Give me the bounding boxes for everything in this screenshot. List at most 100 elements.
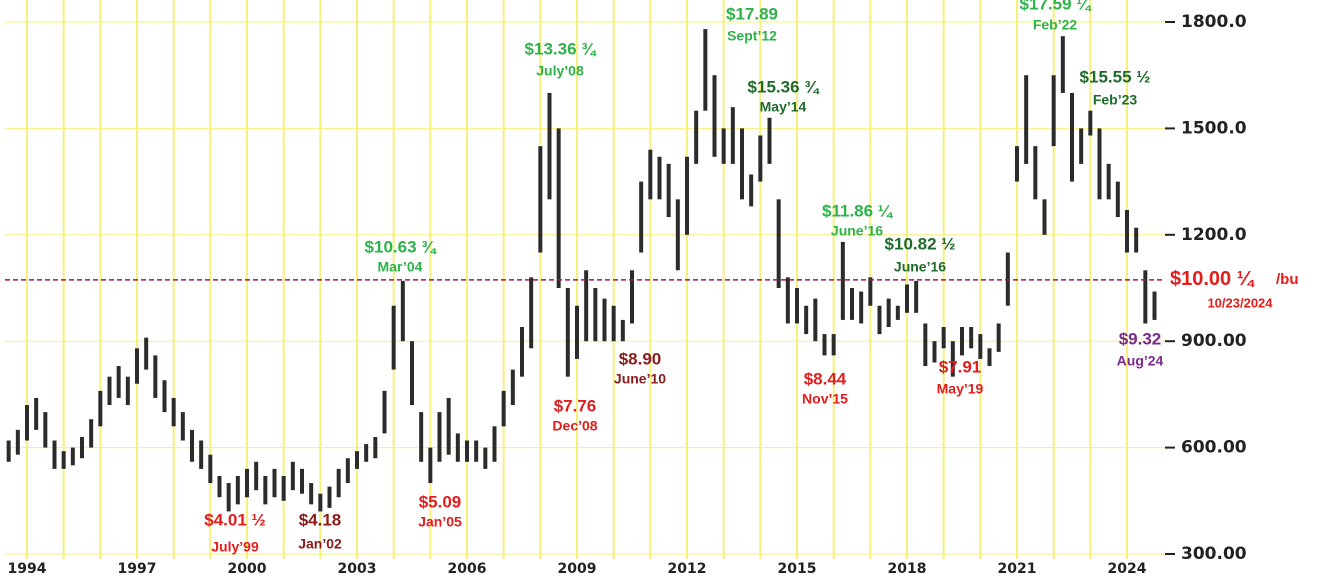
x-tick-label: 2003 bbox=[338, 561, 377, 577]
price-bar bbox=[446, 397, 451, 455]
price-bar bbox=[382, 390, 387, 434]
annotation-price: $10.63 ¾ bbox=[365, 237, 438, 256]
price-bar bbox=[15, 429, 20, 455]
x-tick-label: 1997 bbox=[118, 561, 157, 577]
price-bar bbox=[859, 291, 864, 324]
price-bar bbox=[685, 156, 689, 235]
price-bar bbox=[34, 397, 39, 430]
annotation-price: $17.89 bbox=[726, 4, 778, 23]
price-bar bbox=[318, 493, 323, 512]
y-tick-label: 300.00 bbox=[1181, 544, 1247, 564]
price-bar bbox=[639, 181, 644, 253]
price-bar bbox=[776, 199, 781, 288]
price-bar bbox=[547, 92, 552, 200]
annotation-date: Dec’08 bbox=[552, 418, 597, 434]
price-bar bbox=[960, 327, 964, 356]
price-bar bbox=[905, 284, 909, 313]
price-bar bbox=[116, 366, 121, 398]
price-bar bbox=[730, 107, 735, 164]
price-bar bbox=[593, 288, 598, 342]
annotation-date: June’10 bbox=[614, 371, 666, 387]
price-bar bbox=[538, 146, 543, 253]
annotation-price: $5.09 bbox=[419, 492, 462, 511]
price-bar bbox=[327, 486, 332, 508]
x-tick-label: 2009 bbox=[558, 561, 597, 577]
annotation-date: June’16 bbox=[894, 259, 946, 275]
annotation-price: $15.55 ½ bbox=[1080, 67, 1151, 86]
annotation-date: May’14 bbox=[760, 99, 807, 115]
price-bar bbox=[492, 426, 497, 462]
annotation-price: $8.90 bbox=[619, 349, 662, 368]
price-bar bbox=[25, 405, 29, 441]
price-bar bbox=[336, 468, 341, 498]
annotation-date: July’99 bbox=[211, 539, 259, 555]
price-bar bbox=[740, 128, 744, 200]
price-bar bbox=[272, 468, 277, 498]
price-bar bbox=[602, 298, 607, 342]
price-bar bbox=[501, 390, 506, 427]
y-tick-label: 1800.0 bbox=[1181, 12, 1247, 32]
annotation-date: May’19 bbox=[937, 381, 984, 397]
price-bar bbox=[70, 447, 75, 466]
price-bar bbox=[162, 380, 167, 413]
price-bar bbox=[657, 156, 662, 200]
x-tick-label: 2000 bbox=[228, 561, 267, 577]
price-bar bbox=[1033, 146, 1038, 200]
price-bar bbox=[199, 440, 204, 469]
price-bar bbox=[208, 454, 213, 484]
price-bar bbox=[80, 436, 84, 459]
price-bar bbox=[254, 461, 259, 491]
price-bar bbox=[217, 475, 222, 498]
y-tick-label: 900.00 bbox=[1181, 331, 1247, 351]
price-bar bbox=[758, 135, 763, 182]
price-bar bbox=[455, 433, 460, 462]
price-bar bbox=[61, 451, 66, 469]
annotation-price: $4.18 bbox=[299, 510, 342, 529]
annotation-date: Mar’04 bbox=[378, 259, 423, 275]
annotation-date: June’16 bbox=[831, 223, 883, 239]
price-bar bbox=[850, 288, 854, 320]
annotation-date: Jan’05 bbox=[418, 514, 462, 530]
y-tick-label: 600.00 bbox=[1181, 438, 1247, 458]
price-bar bbox=[996, 323, 1001, 352]
price-bar bbox=[749, 174, 754, 207]
price-bar bbox=[914, 280, 919, 313]
annotation-price: $7.91 bbox=[939, 357, 982, 376]
price-bar bbox=[171, 397, 176, 427]
price-bar bbox=[1042, 199, 1047, 235]
price-bar bbox=[712, 75, 717, 157]
price-bar bbox=[1115, 181, 1120, 218]
current-unit: /bu bbox=[1276, 271, 1299, 288]
price-bar bbox=[153, 355, 158, 398]
price-bar bbox=[1079, 128, 1084, 164]
price-bar bbox=[795, 288, 799, 324]
price-bar bbox=[1143, 270, 1148, 324]
annotation-price: $15.36 ¾ bbox=[748, 77, 821, 96]
price-bar bbox=[226, 483, 231, 512]
price-bar bbox=[290, 461, 295, 491]
price-bar bbox=[822, 334, 827, 356]
price-bar bbox=[1125, 209, 1129, 253]
price-bar bbox=[1088, 110, 1093, 136]
price-bar bbox=[620, 319, 625, 342]
price-bar bbox=[1024, 75, 1029, 164]
price-bar bbox=[1134, 227, 1139, 253]
price-bar bbox=[474, 440, 479, 462]
price-bar bbox=[703, 29, 708, 111]
price-bar bbox=[932, 341, 937, 363]
price-bar bbox=[630, 270, 634, 324]
price-bar bbox=[611, 305, 616, 342]
price-bar bbox=[107, 376, 112, 406]
annotation-price: $10.82 ½ bbox=[885, 234, 956, 253]
annotation-price: $17.59 ¼ bbox=[1020, 0, 1093, 13]
price-bar bbox=[419, 412, 424, 462]
price-bar bbox=[785, 277, 790, 324]
price-bar bbox=[43, 412, 48, 448]
annotation-price: $7.76 bbox=[554, 396, 597, 415]
annotation-date: July’08 bbox=[536, 63, 584, 79]
price-bar bbox=[923, 323, 928, 367]
price-bar bbox=[391, 305, 396, 370]
price-bar bbox=[300, 468, 304, 494]
